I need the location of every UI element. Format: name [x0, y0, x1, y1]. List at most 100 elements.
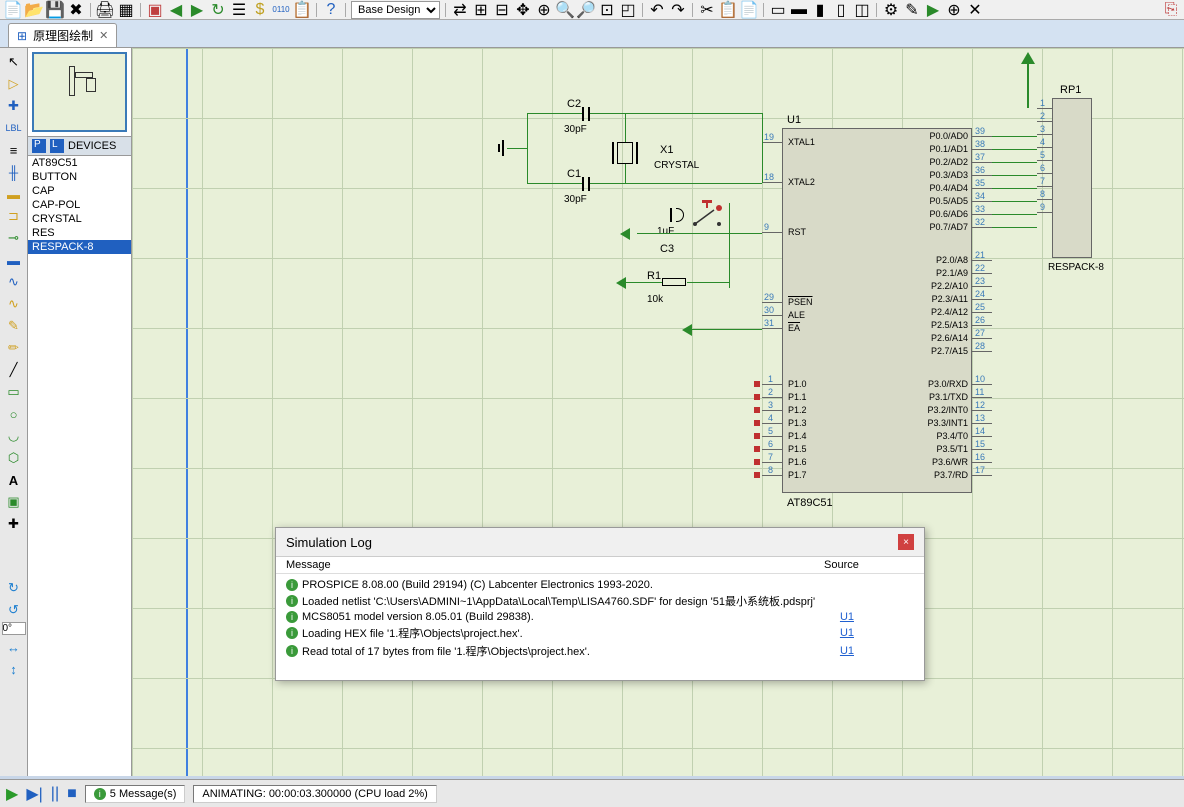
marker-icon[interactable]: ✚ — [3, 514, 25, 534]
log-message: Loading HEX file '1.程序\Objects\project.h… — [302, 625, 523, 641]
save-icon[interactable]: 💾 — [46, 3, 64, 17]
device-item[interactable]: RESPACK-8 — [28, 240, 131, 254]
nav-right-icon[interactable]: ▶ — [188, 3, 206, 17]
arc-icon[interactable]: ◡ — [3, 426, 25, 446]
play-button[interactable]: ▶ — [6, 784, 18, 804]
center-icon[interactable]: ⊕ — [535, 3, 553, 17]
line-icon[interactable]: ╱ — [3, 360, 25, 380]
probe-i-icon[interactable]: ✏ — [3, 338, 25, 358]
log-source-link[interactable]: U1 — [840, 627, 914, 639]
undo-icon[interactable]: ↶ — [648, 3, 666, 17]
block1-icon[interactable]: ▭ — [769, 3, 787, 17]
open-icon[interactable]: 📂 — [25, 3, 43, 17]
refresh-icon[interactable]: ↻ — [209, 3, 227, 17]
flip-v-icon[interactable]: ↕ — [3, 659, 25, 679]
block2-icon[interactable]: ▬ — [790, 3, 808, 17]
p-icon[interactable]: P — [32, 139, 46, 153]
text-a-icon[interactable]: A — [3, 470, 25, 490]
device-item[interactable]: RES — [28, 226, 131, 240]
tool-e-icon[interactable]: ✕ — [966, 3, 984, 17]
zoom-sel-icon[interactable]: ◰ — [619, 3, 637, 17]
tool-a-icon[interactable]: ⚙ — [882, 3, 900, 17]
zoom-out-icon[interactable]: 🔎 — [577, 3, 595, 17]
new-icon[interactable]: 📄 — [4, 3, 22, 17]
cut-icon[interactable]: ✂ — [698, 3, 716, 17]
pin-num: 10 — [975, 374, 985, 384]
symbol-icon[interactable]: ▣ — [3, 492, 25, 512]
paste-icon[interactable]: 📄 — [740, 3, 758, 17]
info-icon: i — [94, 788, 106, 800]
pin-name: P2.4/A12 — [918, 307, 968, 317]
subcircuit-icon[interactable]: ▬ — [3, 184, 25, 204]
rotate-input[interactable] — [2, 622, 26, 635]
pause-button[interactable]: || — [51, 785, 59, 803]
log-source-link[interactable]: U1 — [840, 611, 914, 623]
grid2-icon[interactable]: ⊟ — [493, 3, 511, 17]
probe-v-icon[interactable]: ✎ — [3, 316, 25, 336]
rotate-ccw-icon[interactable]: ↺ — [3, 600, 25, 620]
rotate-cw-icon[interactable]: ↻ — [3, 578, 25, 598]
box-icon[interactable]: ▭ — [3, 382, 25, 402]
device-item[interactable]: AT89C51 — [28, 156, 131, 170]
tool-d-icon[interactable]: ⊕ — [945, 3, 963, 17]
junction-icon[interactable]: ✚ — [3, 96, 25, 116]
tab-close-icon[interactable]: ✕ — [99, 29, 108, 42]
message-count[interactable]: i 5 Message(s) — [85, 785, 186, 803]
stop-button[interactable]: ■ — [67, 785, 77, 803]
device-item[interactable]: CAP-POL — [28, 198, 131, 212]
print-icon[interactable]: 🖨 — [96, 3, 114, 17]
log-source-link[interactable]: U1 — [840, 645, 914, 657]
block5-icon[interactable]: ◫ — [853, 3, 871, 17]
design-combo[interactable]: Base Design — [351, 1, 440, 19]
text-script-icon[interactable]: ≡ — [3, 140, 25, 160]
list-icon[interactable]: ☰ — [230, 3, 248, 17]
step-button[interactable]: ▶| — [26, 784, 42, 804]
copy-icon[interactable]: 📋 — [719, 3, 737, 17]
pin-name: XTAL1 — [788, 137, 815, 147]
close-icon[interactable]: ✖ — [67, 3, 85, 17]
transfer-icon[interactable]: ⇄ — [451, 3, 469, 17]
chip-icon[interactable]: ▣ — [146, 3, 164, 17]
zoom-in-icon[interactable]: 🔍 — [556, 3, 574, 17]
label-icon[interactable]: LBL — [3, 118, 25, 138]
block4-icon[interactable]: ▯ — [832, 3, 850, 17]
exit-icon[interactable]: ⎘ — [1162, 3, 1180, 17]
tape-icon[interactable]: ∿ — [3, 272, 25, 292]
cursor-icon[interactable]: ↖ — [3, 52, 25, 72]
help-icon[interactable]: ? — [322, 3, 340, 17]
area-icon[interactable]: ▦ — [117, 3, 135, 17]
doc-icon[interactable]: 📋 — [293, 3, 311, 17]
block3-icon[interactable]: ▮ — [811, 3, 829, 17]
grid1-icon[interactable]: ⊞ — [472, 3, 490, 17]
rp1-part: RESPACK-8 — [1048, 262, 1104, 273]
flip-h-icon[interactable]: ↔ — [3, 637, 25, 657]
generator-icon[interactable]: ∿ — [3, 294, 25, 314]
redo-icon[interactable]: ↷ — [669, 3, 687, 17]
bits-icon[interactable]: 0110 — [272, 3, 290, 17]
nav-left-icon[interactable]: ◀ — [167, 3, 185, 17]
l-icon[interactable]: L — [50, 139, 64, 153]
bus-icon[interactable]: ╫ — [3, 162, 25, 182]
target-icon[interactable]: ✥ — [514, 3, 532, 17]
circle-icon[interactable]: ○ — [3, 404, 25, 424]
zoom-fit-icon[interactable]: ⊡ — [598, 3, 616, 17]
pin-icon[interactable]: ⊸ — [3, 228, 25, 248]
terminal-icon[interactable]: ⊐ — [3, 206, 25, 226]
graph-icon[interactable]: ▬ — [3, 250, 25, 270]
tool-c-icon[interactable]: ▶ — [924, 3, 942, 17]
device-item[interactable]: CAP — [28, 184, 131, 198]
sim-log-titlebar[interactable]: Simulation Log × — [276, 528, 924, 557]
device-item[interactable]: BUTTON — [28, 170, 131, 184]
path-icon[interactable]: ⬡ — [3, 448, 25, 468]
pin-num: 5 — [1040, 150, 1045, 160]
device-list[interactable]: AT89C51BUTTONCAPCAP-POLCRYSTALRESRESPACK… — [28, 156, 131, 776]
sim-log-close-icon[interactable]: × — [898, 534, 914, 550]
dollar-icon[interactable]: $ — [251, 3, 269, 17]
devices-label: DEVICES — [68, 140, 116, 152]
component-icon[interactable]: ▷ — [3, 74, 25, 94]
tab-schematic[interactable]: ⊞ 原理图绘制 ✕ — [8, 23, 117, 47]
device-item[interactable]: CRYSTAL — [28, 212, 131, 226]
tool-b-icon[interactable]: ✎ — [903, 3, 921, 17]
pin-num: 24 — [975, 289, 985, 299]
pin-num: 32 — [975, 217, 985, 227]
